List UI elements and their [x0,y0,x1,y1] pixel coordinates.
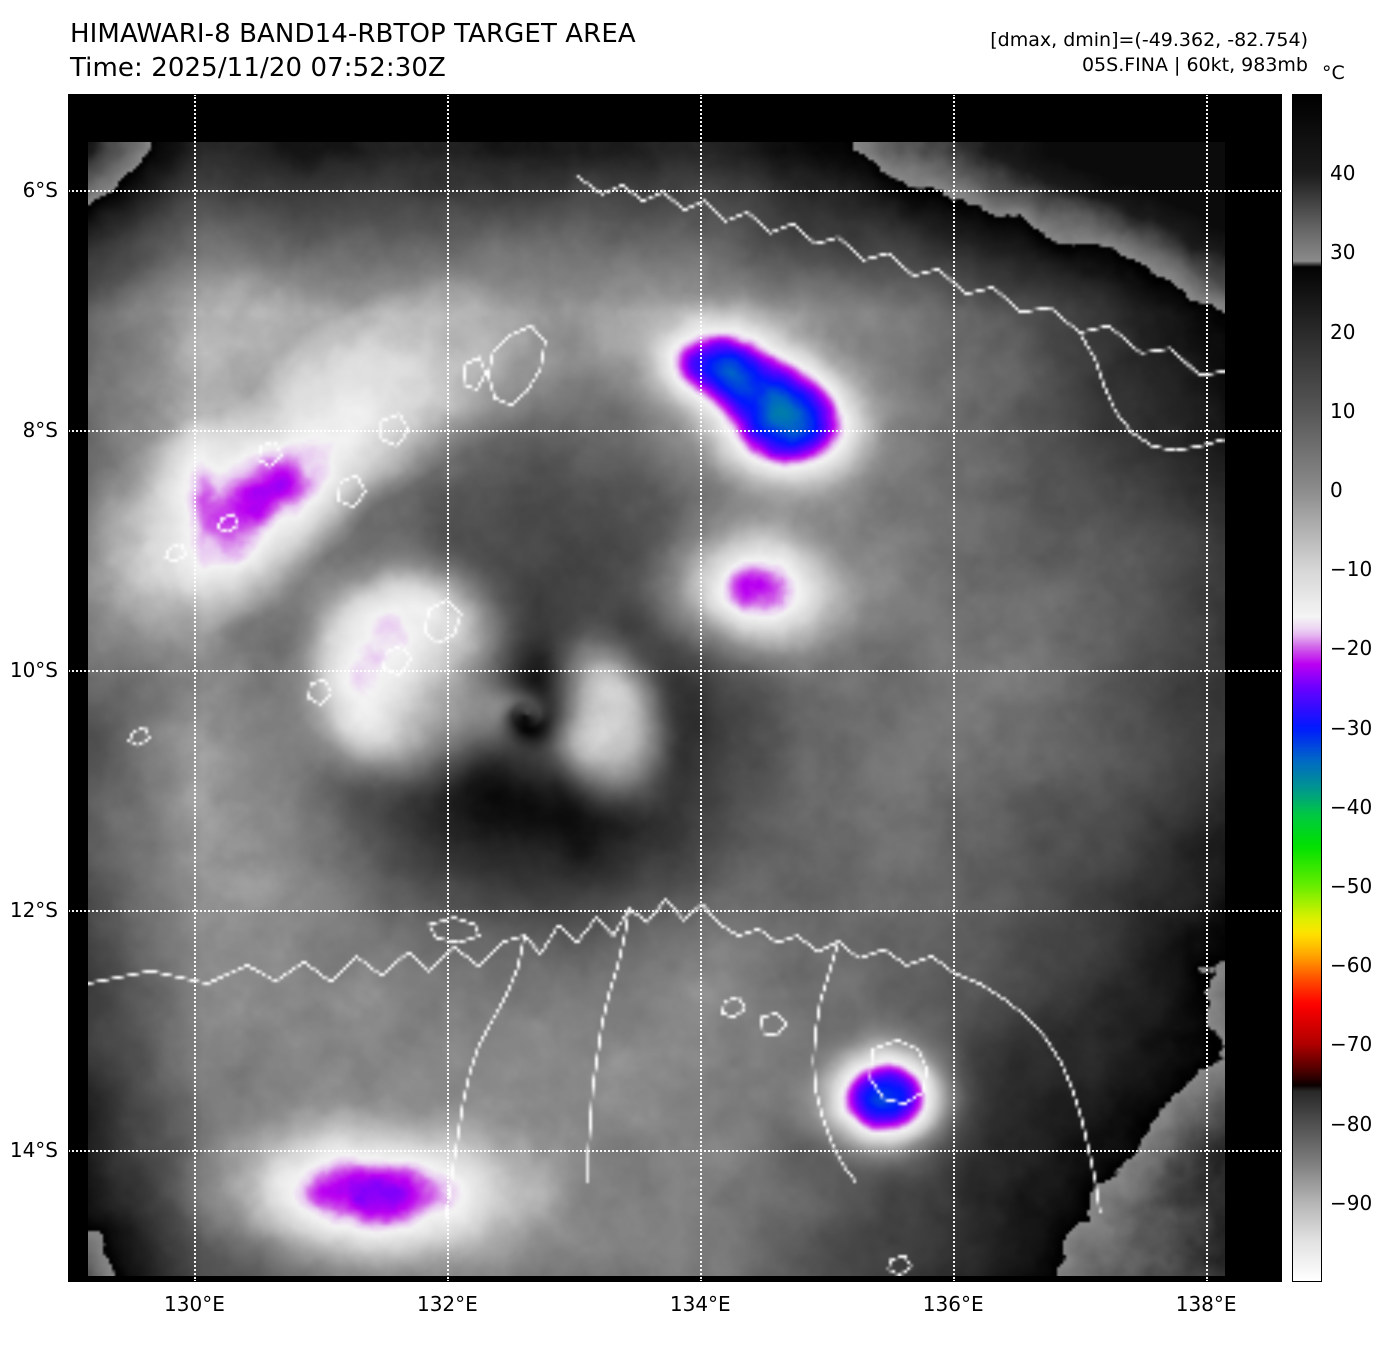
gridline-lat [68,670,1282,672]
y-axis-tick-label: 8°S [22,418,58,442]
colorbar-tick-label: −60 [1330,953,1373,978]
colorbar-unit-label: °C [1322,62,1345,84]
gridline-lat [68,430,1282,432]
colorbar-gradient [1293,95,1321,1281]
gridline-lon [447,94,450,1282]
colorbar-tick-label: −90 [1330,1190,1373,1215]
page-title: HIMAWARI-8 BAND14-RBTOP TARGET AREA [70,19,636,49]
colorbar-tick-label: −10 [1330,557,1373,582]
x-axis-tick-label: 136°E [922,1292,984,1316]
gridline-lat [68,1150,1282,1152]
colorbar-tick-label: 10 [1330,398,1356,423]
gridline-lon [953,94,956,1282]
gridline-lon [194,94,197,1282]
satellite-raster [88,142,1225,1276]
dmax-dmin-label: [dmax, dmin]=(-49.362, -82.754) [990,29,1308,51]
timestamp-label: Time: 2025/11/20 07:52:30Z [70,52,446,83]
colorbar-tick-label: −40 [1330,794,1373,819]
colorbar [1292,94,1322,1282]
storm-info-label: 05S.FINA | 60kt, 983mb [1081,54,1308,77]
y-axis-tick-label: 10°S [9,658,58,682]
y-axis-tick-label: 12°S [9,898,58,922]
satellite-image-plot: Copyright © 2020-2025 Dapiya [68,94,1282,1282]
colorbar-tick-label: 0 [1330,478,1343,502]
colorbar-tick-label: 30 [1330,240,1356,265]
y-axis-tick-label: 14°S [9,1138,58,1162]
metadata-block: [dmax, dmin]=(-49.362, -82.754) 05S.FINA… [990,28,1308,78]
colorbar-tick-label: −30 [1330,715,1373,740]
gridline-lat [68,190,1282,192]
x-axis-tick-label: 130°E [164,1292,225,1316]
colorbar-tick-label: −70 [1330,1032,1373,1057]
gridline-lat [68,910,1282,912]
title-block: HIMAWARI-8 BAND14-RBTOP TARGET AREA Time… [70,18,636,86]
x-axis-tick-label: 134°E [669,1292,731,1316]
gridline-lon [1206,94,1209,1282]
colorbar-tick-label: 40 [1330,161,1356,186]
x-axis-tick-label: 138°E [1175,1292,1237,1316]
colorbar-tick-label: −50 [1330,874,1373,898]
gridline-lon [700,94,703,1282]
x-axis-tick-label: 132°E [416,1292,478,1316]
colorbar-tick-label: 20 [1330,319,1356,344]
y-axis-tick-label: 6°S [22,178,58,202]
colorbar-tick-label: −80 [1330,1111,1373,1136]
colorbar-tick-label: −20 [1330,636,1373,661]
